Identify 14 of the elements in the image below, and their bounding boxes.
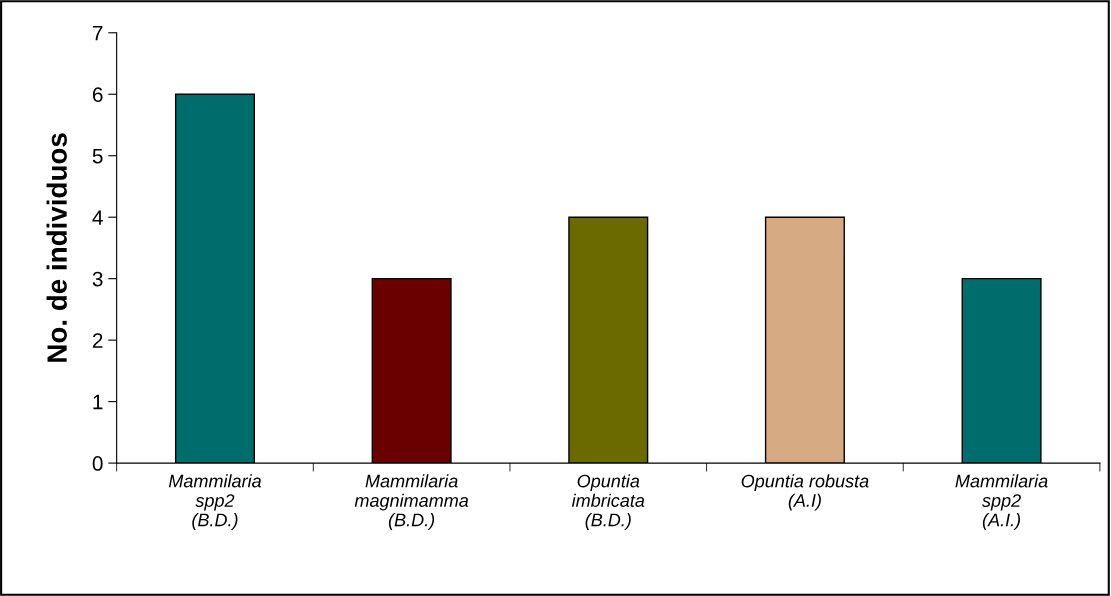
x-tick-label: Mammilaria magnimamma (B.D.) xyxy=(354,474,469,530)
y-tick-label: 1 xyxy=(93,394,103,410)
y-tick-label: 4 xyxy=(92,210,103,225)
y-axis-title: No. de individuos xyxy=(46,133,67,362)
y-tick-label: 2 xyxy=(92,333,103,348)
x-tick-label: Mammilaria spp2 (A.I.) xyxy=(955,474,1048,530)
y-tick-label: 0 xyxy=(92,456,103,471)
y-tick-label: 7 xyxy=(92,26,103,41)
y-tick-label: 6 xyxy=(92,87,103,103)
x-tick-label: Opuntia robusta (A.I) xyxy=(741,474,869,511)
y-tick-label: 3 xyxy=(92,271,103,287)
x-tick-label: Mammilaria spp2 (B.D.) xyxy=(168,474,262,530)
y-tick-label: 5 xyxy=(92,148,103,164)
x-tick-label: Opuntia imbricata (B.D.) xyxy=(571,474,645,530)
